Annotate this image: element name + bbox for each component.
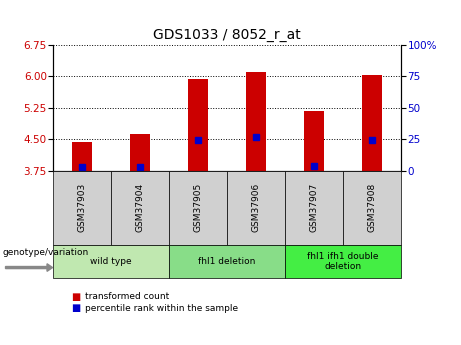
Text: GSM37904: GSM37904	[136, 183, 145, 233]
Bar	[304, 111, 324, 171]
Text: GSM37903: GSM37903	[77, 183, 87, 233]
Text: genotype/variation: genotype/variation	[2, 248, 89, 257]
Text: fhl1 ifh1 double
deletion: fhl1 ifh1 double deletion	[307, 252, 379, 271]
Text: transformed count: transformed count	[85, 292, 170, 301]
Bar	[130, 134, 150, 171]
Bar	[362, 76, 382, 171]
Text: wild type: wild type	[90, 257, 132, 266]
Text: percentile rank within the sample: percentile rank within the sample	[85, 304, 238, 313]
Text: GSM37908: GSM37908	[367, 183, 377, 233]
Text: GSM37907: GSM37907	[309, 183, 319, 233]
Text: fhl1 deletion: fhl1 deletion	[198, 257, 256, 266]
Title: GDS1033 / 8052_r_at: GDS1033 / 8052_r_at	[153, 28, 301, 42]
Bar	[246, 72, 266, 171]
Text: ■: ■	[71, 303, 81, 313]
Text: GSM37905: GSM37905	[194, 183, 202, 233]
Bar	[72, 142, 92, 171]
Text: ■: ■	[71, 292, 81, 302]
Text: GSM37906: GSM37906	[252, 183, 260, 233]
Bar	[188, 79, 208, 171]
